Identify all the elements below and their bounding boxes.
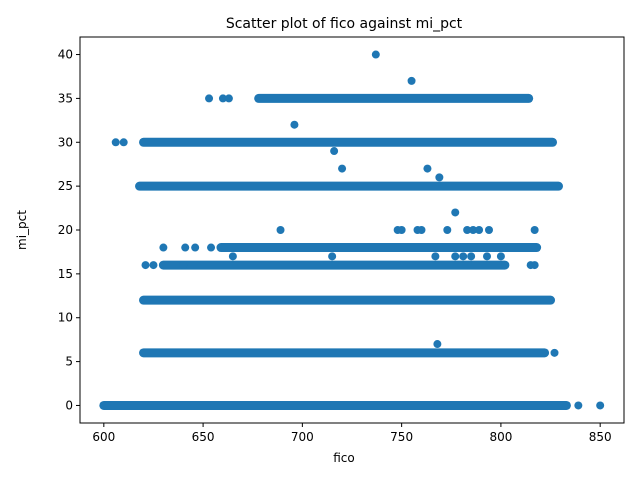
- y-tick-label: 15: [58, 267, 73, 281]
- x-tick-label: 600: [92, 430, 115, 444]
- scatter-point: [224, 94, 233, 103]
- y-tick-label: 20: [58, 223, 73, 237]
- y-tick-label: 35: [58, 91, 73, 105]
- scatter-point: [149, 261, 158, 270]
- scatter-point: [475, 226, 484, 234]
- y-tick-label: 0: [65, 398, 73, 412]
- scatter-point: [451, 252, 460, 261]
- scatter-point: [181, 243, 190, 252]
- scatter-point: [423, 164, 432, 173]
- scatter-point: [550, 348, 559, 357]
- x-axis-label: fico: [333, 451, 355, 465]
- scatter-point: [433, 340, 442, 349]
- y-tick-label: 5: [65, 355, 73, 369]
- scatter-point: [207, 243, 216, 252]
- scatter-point: [338, 164, 347, 173]
- scatter-point: [530, 261, 539, 270]
- x-tick-label: 850: [589, 430, 612, 444]
- x-tick-label: 800: [489, 430, 512, 444]
- scatter-point: [179, 261, 188, 270]
- scatter-point: [218, 94, 227, 103]
- scatter-point: [290, 120, 299, 129]
- scatter-point: [407, 76, 416, 85]
- x-tick-label: 650: [192, 430, 215, 444]
- axes-layer: 600 650 700 750 800 850 0 5 10 15 20 25 30 35 40: [58, 36, 625, 444]
- chart-title: Scatter plot of fico against mi_pct: [226, 16, 463, 32]
- scatter-point: [435, 173, 444, 182]
- scatter-point: [397, 226, 406, 234]
- scatter-point: [483, 252, 492, 261]
- scatter-point: [371, 50, 380, 59]
- scatter-point: [431, 252, 440, 261]
- y-tick-label: 40: [58, 48, 73, 62]
- scatter-point: [443, 226, 452, 234]
- scatter-point: [276, 226, 285, 234]
- x-tick-label: 700: [291, 430, 314, 444]
- scatter-point: [111, 138, 120, 147]
- scatter-point: [328, 252, 337, 261]
- scatter-point: [228, 252, 237, 261]
- y-tick-label: 25: [58, 179, 73, 193]
- scatter-point: [459, 252, 468, 261]
- scatter-point: [330, 147, 339, 156]
- scatter-point: [205, 94, 214, 103]
- scatter-point: [469, 226, 478, 234]
- scatter-point: [451, 208, 460, 217]
- scatter-point: [119, 138, 128, 147]
- scatter-point: [530, 226, 539, 234]
- scatter-point: [417, 226, 426, 234]
- scatter-point: [467, 252, 476, 261]
- scatter-point: [596, 401, 605, 410]
- scatter-point: [463, 226, 472, 234]
- scatter-point: [496, 252, 505, 261]
- y-axis-label: mi_pct: [15, 210, 29, 250]
- scatter-point: [484, 226, 493, 234]
- x-tick-label: 750: [390, 430, 413, 444]
- scatter-point: [141, 261, 150, 270]
- scatter-point: [159, 243, 168, 252]
- y-tick-label: 30: [58, 135, 73, 149]
- points-layer: [99, 50, 605, 410]
- scatter-point: [574, 401, 583, 410]
- y-tick-label: 10: [58, 311, 73, 325]
- scatter-point: [191, 243, 200, 252]
